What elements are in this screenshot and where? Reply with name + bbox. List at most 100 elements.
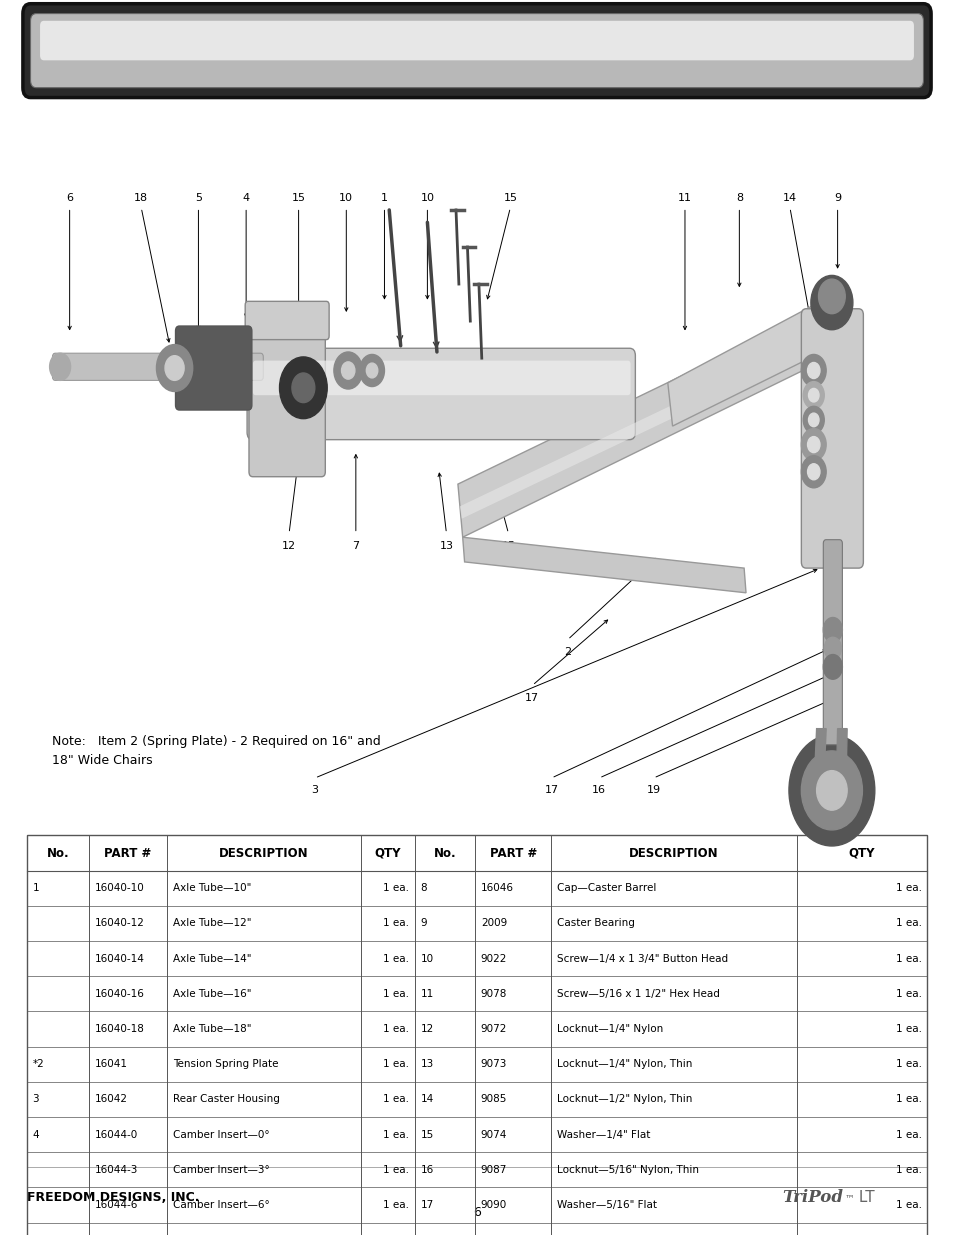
- Text: 9073: 9073: [480, 1060, 507, 1070]
- Text: 15: 15: [292, 193, 305, 203]
- Text: 1 ea.: 1 ea.: [895, 1094, 921, 1104]
- Text: 4: 4: [242, 193, 250, 203]
- Text: 1: 1: [32, 883, 39, 893]
- FancyBboxPatch shape: [249, 319, 325, 477]
- Circle shape: [807, 388, 818, 403]
- Text: 16044-6: 16044-6: [94, 1200, 137, 1210]
- Circle shape: [801, 751, 862, 830]
- Text: ™: ™: [843, 1193, 853, 1203]
- Text: Camber Insert—0°: Camber Insert—0°: [172, 1130, 269, 1140]
- Text: 15: 15: [501, 541, 515, 551]
- Polygon shape: [835, 729, 846, 815]
- Text: 16044-3: 16044-3: [94, 1165, 137, 1174]
- Text: 7: 7: [352, 541, 359, 551]
- Text: 9085: 9085: [480, 1094, 507, 1104]
- FancyBboxPatch shape: [52, 353, 263, 380]
- Text: PART #: PART #: [104, 846, 152, 860]
- Text: 1 ea.: 1 ea.: [383, 1024, 409, 1034]
- Text: Screw—5/16 x 1 1/2" Hex Head: Screw—5/16 x 1 1/2" Hex Head: [557, 989, 720, 999]
- Text: Locknut—5/16" Nylon, Thin: Locknut—5/16" Nylon, Thin: [557, 1165, 699, 1174]
- Text: 6: 6: [66, 193, 73, 203]
- Text: 17: 17: [544, 785, 558, 795]
- Text: Washer—1/4" Flat: Washer—1/4" Flat: [557, 1130, 650, 1140]
- Text: Axle Tube—18": Axle Tube—18": [172, 1024, 251, 1034]
- Text: 1 ea.: 1 ea.: [383, 1094, 409, 1104]
- Text: 9087: 9087: [480, 1165, 507, 1174]
- Text: TriPod: TriPod: [781, 1189, 842, 1207]
- Text: 12: 12: [420, 1024, 434, 1034]
- Text: Screw—1/4 x 1 3/4" Button Head: Screw—1/4 x 1 3/4" Button Head: [557, 953, 727, 963]
- Text: 16040-16: 16040-16: [94, 989, 144, 999]
- Circle shape: [165, 356, 184, 380]
- Circle shape: [801, 429, 825, 461]
- Circle shape: [802, 406, 823, 433]
- Text: Locknut—1/2" Nylon, Thin: Locknut—1/2" Nylon, Thin: [557, 1094, 692, 1104]
- Circle shape: [156, 345, 193, 391]
- Text: 1 ea.: 1 ea.: [383, 1165, 409, 1174]
- FancyBboxPatch shape: [30, 14, 923, 88]
- Text: 16041: 16041: [94, 1060, 128, 1070]
- Text: 16042: 16042: [94, 1094, 128, 1104]
- Text: Caster Bearing: Caster Bearing: [557, 919, 635, 929]
- Text: 19: 19: [646, 785, 659, 795]
- Text: 17: 17: [420, 1200, 434, 1210]
- Text: 2009: 2009: [480, 919, 507, 929]
- Circle shape: [334, 352, 362, 389]
- Text: 16: 16: [592, 785, 605, 795]
- Text: 3: 3: [32, 1094, 39, 1104]
- Text: 1 ea.: 1 ea.: [895, 919, 921, 929]
- Text: 9022: 9022: [480, 953, 507, 963]
- Text: No.: No.: [47, 846, 69, 860]
- Text: 1 ea.: 1 ea.: [895, 1165, 921, 1174]
- Text: Axle Tube—16": Axle Tube—16": [172, 989, 251, 999]
- Text: 1 ea.: 1 ea.: [895, 1200, 921, 1210]
- FancyBboxPatch shape: [801, 309, 862, 568]
- Text: 16044-0: 16044-0: [94, 1130, 137, 1140]
- Text: 17: 17: [525, 693, 538, 703]
- Text: 2: 2: [563, 647, 571, 657]
- Text: 14: 14: [782, 193, 796, 203]
- Circle shape: [818, 279, 844, 314]
- Text: Locknut—1/4" Nylon, Thin: Locknut—1/4" Nylon, Thin: [557, 1060, 692, 1070]
- Text: 16040-14: 16040-14: [94, 953, 144, 963]
- Text: 9074: 9074: [480, 1130, 507, 1140]
- Text: 10: 10: [339, 193, 353, 203]
- Text: 11: 11: [420, 989, 434, 999]
- Text: QTY: QTY: [375, 846, 400, 860]
- Text: 1 ea.: 1 ea.: [895, 883, 921, 893]
- Text: Cap—Caster Barrel: Cap—Caster Barrel: [557, 883, 656, 893]
- Text: 1: 1: [380, 193, 388, 203]
- Text: FREEDOM DESIGNS, INC.: FREEDOM DESIGNS, INC.: [27, 1192, 199, 1204]
- Polygon shape: [459, 333, 823, 519]
- Circle shape: [366, 363, 377, 378]
- Text: 18: 18: [134, 193, 148, 203]
- Polygon shape: [812, 729, 825, 815]
- Circle shape: [810, 275, 852, 330]
- Text: 10: 10: [420, 953, 434, 963]
- Text: 1 ea.: 1 ea.: [383, 1130, 409, 1140]
- Circle shape: [806, 363, 819, 379]
- Text: Camber Insert—3°: Camber Insert—3°: [172, 1165, 269, 1174]
- Circle shape: [816, 771, 846, 810]
- Text: 3: 3: [311, 785, 318, 795]
- Text: 15: 15: [503, 193, 517, 203]
- Circle shape: [823, 637, 841, 659]
- Text: Camber Insert—6°: Camber Insert—6°: [172, 1200, 269, 1210]
- Circle shape: [807, 412, 818, 427]
- Circle shape: [822, 618, 841, 642]
- FancyBboxPatch shape: [40, 21, 913, 61]
- Text: 16: 16: [420, 1165, 434, 1174]
- Text: Tension Spring Plate: Tension Spring Plate: [172, 1060, 278, 1070]
- Circle shape: [822, 655, 841, 679]
- Text: 1 ea.: 1 ea.: [895, 953, 921, 963]
- Text: Rear Caster Housing: Rear Caster Housing: [172, 1094, 279, 1104]
- Circle shape: [788, 735, 874, 846]
- Text: Axle Tube—12": Axle Tube—12": [172, 919, 251, 929]
- Text: 5: 5: [194, 193, 202, 203]
- Polygon shape: [667, 296, 834, 426]
- Text: 8: 8: [735, 193, 742, 203]
- Text: Washer—5/16" Flat: Washer—5/16" Flat: [557, 1200, 657, 1210]
- Text: 4: 4: [32, 1130, 39, 1140]
- Circle shape: [341, 362, 355, 379]
- FancyBboxPatch shape: [245, 301, 329, 340]
